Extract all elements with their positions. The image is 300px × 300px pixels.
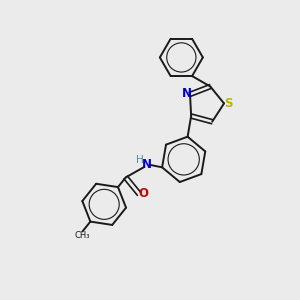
Text: H: H [136, 154, 144, 165]
Text: CH₃: CH₃ [75, 231, 90, 240]
Text: N: N [142, 158, 152, 171]
Text: S: S [224, 97, 232, 110]
Text: N: N [182, 87, 191, 100]
Text: O: O [138, 188, 148, 200]
